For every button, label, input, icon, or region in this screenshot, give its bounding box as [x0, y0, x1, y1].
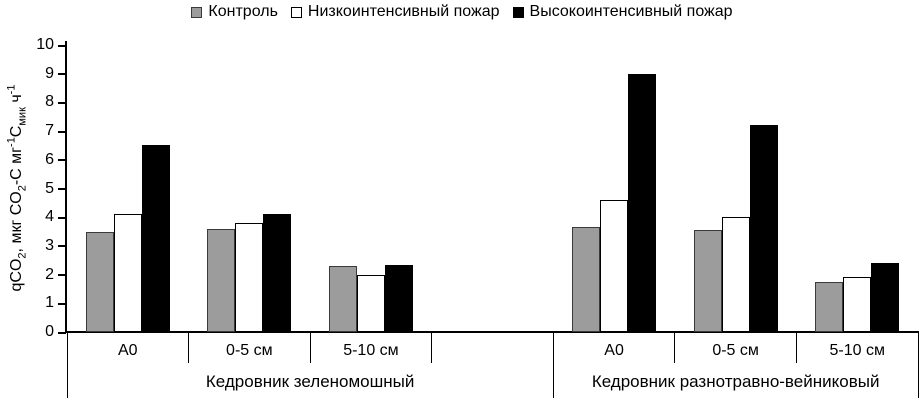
y-tick — [58, 44, 66, 47]
legend-label: Высокоинтенсивный пожар — [529, 3, 733, 20]
bar-Низкоинтенсивный пожар — [235, 222, 264, 332]
y-tick — [58, 216, 66, 219]
bar-Контроль — [815, 281, 844, 332]
y-tick-label: 4 — [45, 208, 54, 226]
category-label: 0-5 см — [226, 342, 273, 359]
y-tick-label: 10 — [36, 36, 54, 53]
legend-label: Контроль — [208, 3, 278, 20]
x-axis-line — [65, 331, 919, 333]
bar-Высокоинтенсивный пожар — [384, 264, 413, 332]
legend-swatch-icon — [290, 6, 302, 18]
bar-Высокоинтенсивный пожар — [749, 125, 778, 332]
y-tick-label: 0 — [45, 323, 54, 340]
bar-Низкоинтенсивный пожар — [600, 199, 629, 332]
legend-label: Низкоинтенсивный пожар — [307, 3, 500, 20]
legend-item: Низкоинтенсивный пожар — [290, 3, 500, 21]
legend: Контроль Низкоинтенсивный пожар Высокоинте… — [0, 1, 924, 23]
bar-Контроль — [693, 230, 722, 332]
legend-swatch-icon — [512, 6, 524, 18]
y-tick-label: 2 — [45, 265, 54, 283]
category-label: А0 — [604, 342, 624, 359]
legend-item: Высокоинтенсивный пожар — [512, 3, 733, 21]
y-axis-line — [65, 41, 67, 333]
category-divider — [431, 332, 433, 363]
section-label: Кедровник зеленомошный — [205, 372, 415, 391]
bar-Низкоинтенсивный пожар — [113, 214, 142, 332]
y-tick — [58, 274, 66, 277]
legend-swatch-icon — [191, 6, 203, 18]
category-divider — [674, 332, 676, 363]
section-divider — [917, 332, 919, 398]
y-tick-label: 7 — [45, 122, 54, 140]
bar-Низкоинтенсивный пожар — [843, 277, 872, 332]
y-tick-label: 5 — [45, 179, 54, 197]
y-tick — [58, 101, 66, 104]
category-divider — [795, 332, 797, 363]
category-label: А0 — [117, 342, 138, 359]
bar-Высокоинтенсивный пожар — [871, 263, 900, 332]
bar-Контроль — [85, 231, 114, 332]
y-tick-label: 8 — [45, 93, 54, 111]
legend-item: Контроль — [191, 3, 278, 21]
category-divider — [309, 332, 311, 363]
category-label: 5-10 см — [829, 342, 885, 359]
y-tick-label: 3 — [45, 236, 54, 254]
y-tick — [58, 331, 66, 334]
section-divider — [66, 332, 68, 398]
bar-Низкоинтенсивный пожар — [356, 274, 385, 332]
y-tick — [58, 73, 66, 76]
y-tick — [58, 188, 66, 190]
y-tick-label: 9 — [45, 64, 54, 82]
y-tick — [58, 245, 66, 248]
category-divider — [188, 332, 190, 363]
category-label: 5-10 см — [343, 342, 399, 359]
section-divider — [552, 332, 554, 398]
bar-Высокоинтенсивный пожар — [141, 145, 170, 332]
bar-Контроль — [207, 228, 236, 332]
bar-Высокоинтенсивный пожар — [263, 214, 292, 332]
y-tick-label: 6 — [45, 150, 54, 168]
category-label: 0-5 см — [712, 342, 759, 359]
y-tick — [58, 302, 66, 305]
bar-Контроль — [572, 227, 601, 332]
section-label: Кедровник разнотравно-вейниковый — [591, 372, 880, 391]
bar-Низкоинтенсивный пожар — [721, 217, 750, 332]
bar-Высокоинтенсивный пожар — [628, 73, 657, 332]
y-tick-label: 1 — [45, 294, 54, 312]
bar-Контроль — [328, 265, 357, 332]
y-tick — [58, 130, 66, 133]
y-tick — [58, 159, 66, 162]
